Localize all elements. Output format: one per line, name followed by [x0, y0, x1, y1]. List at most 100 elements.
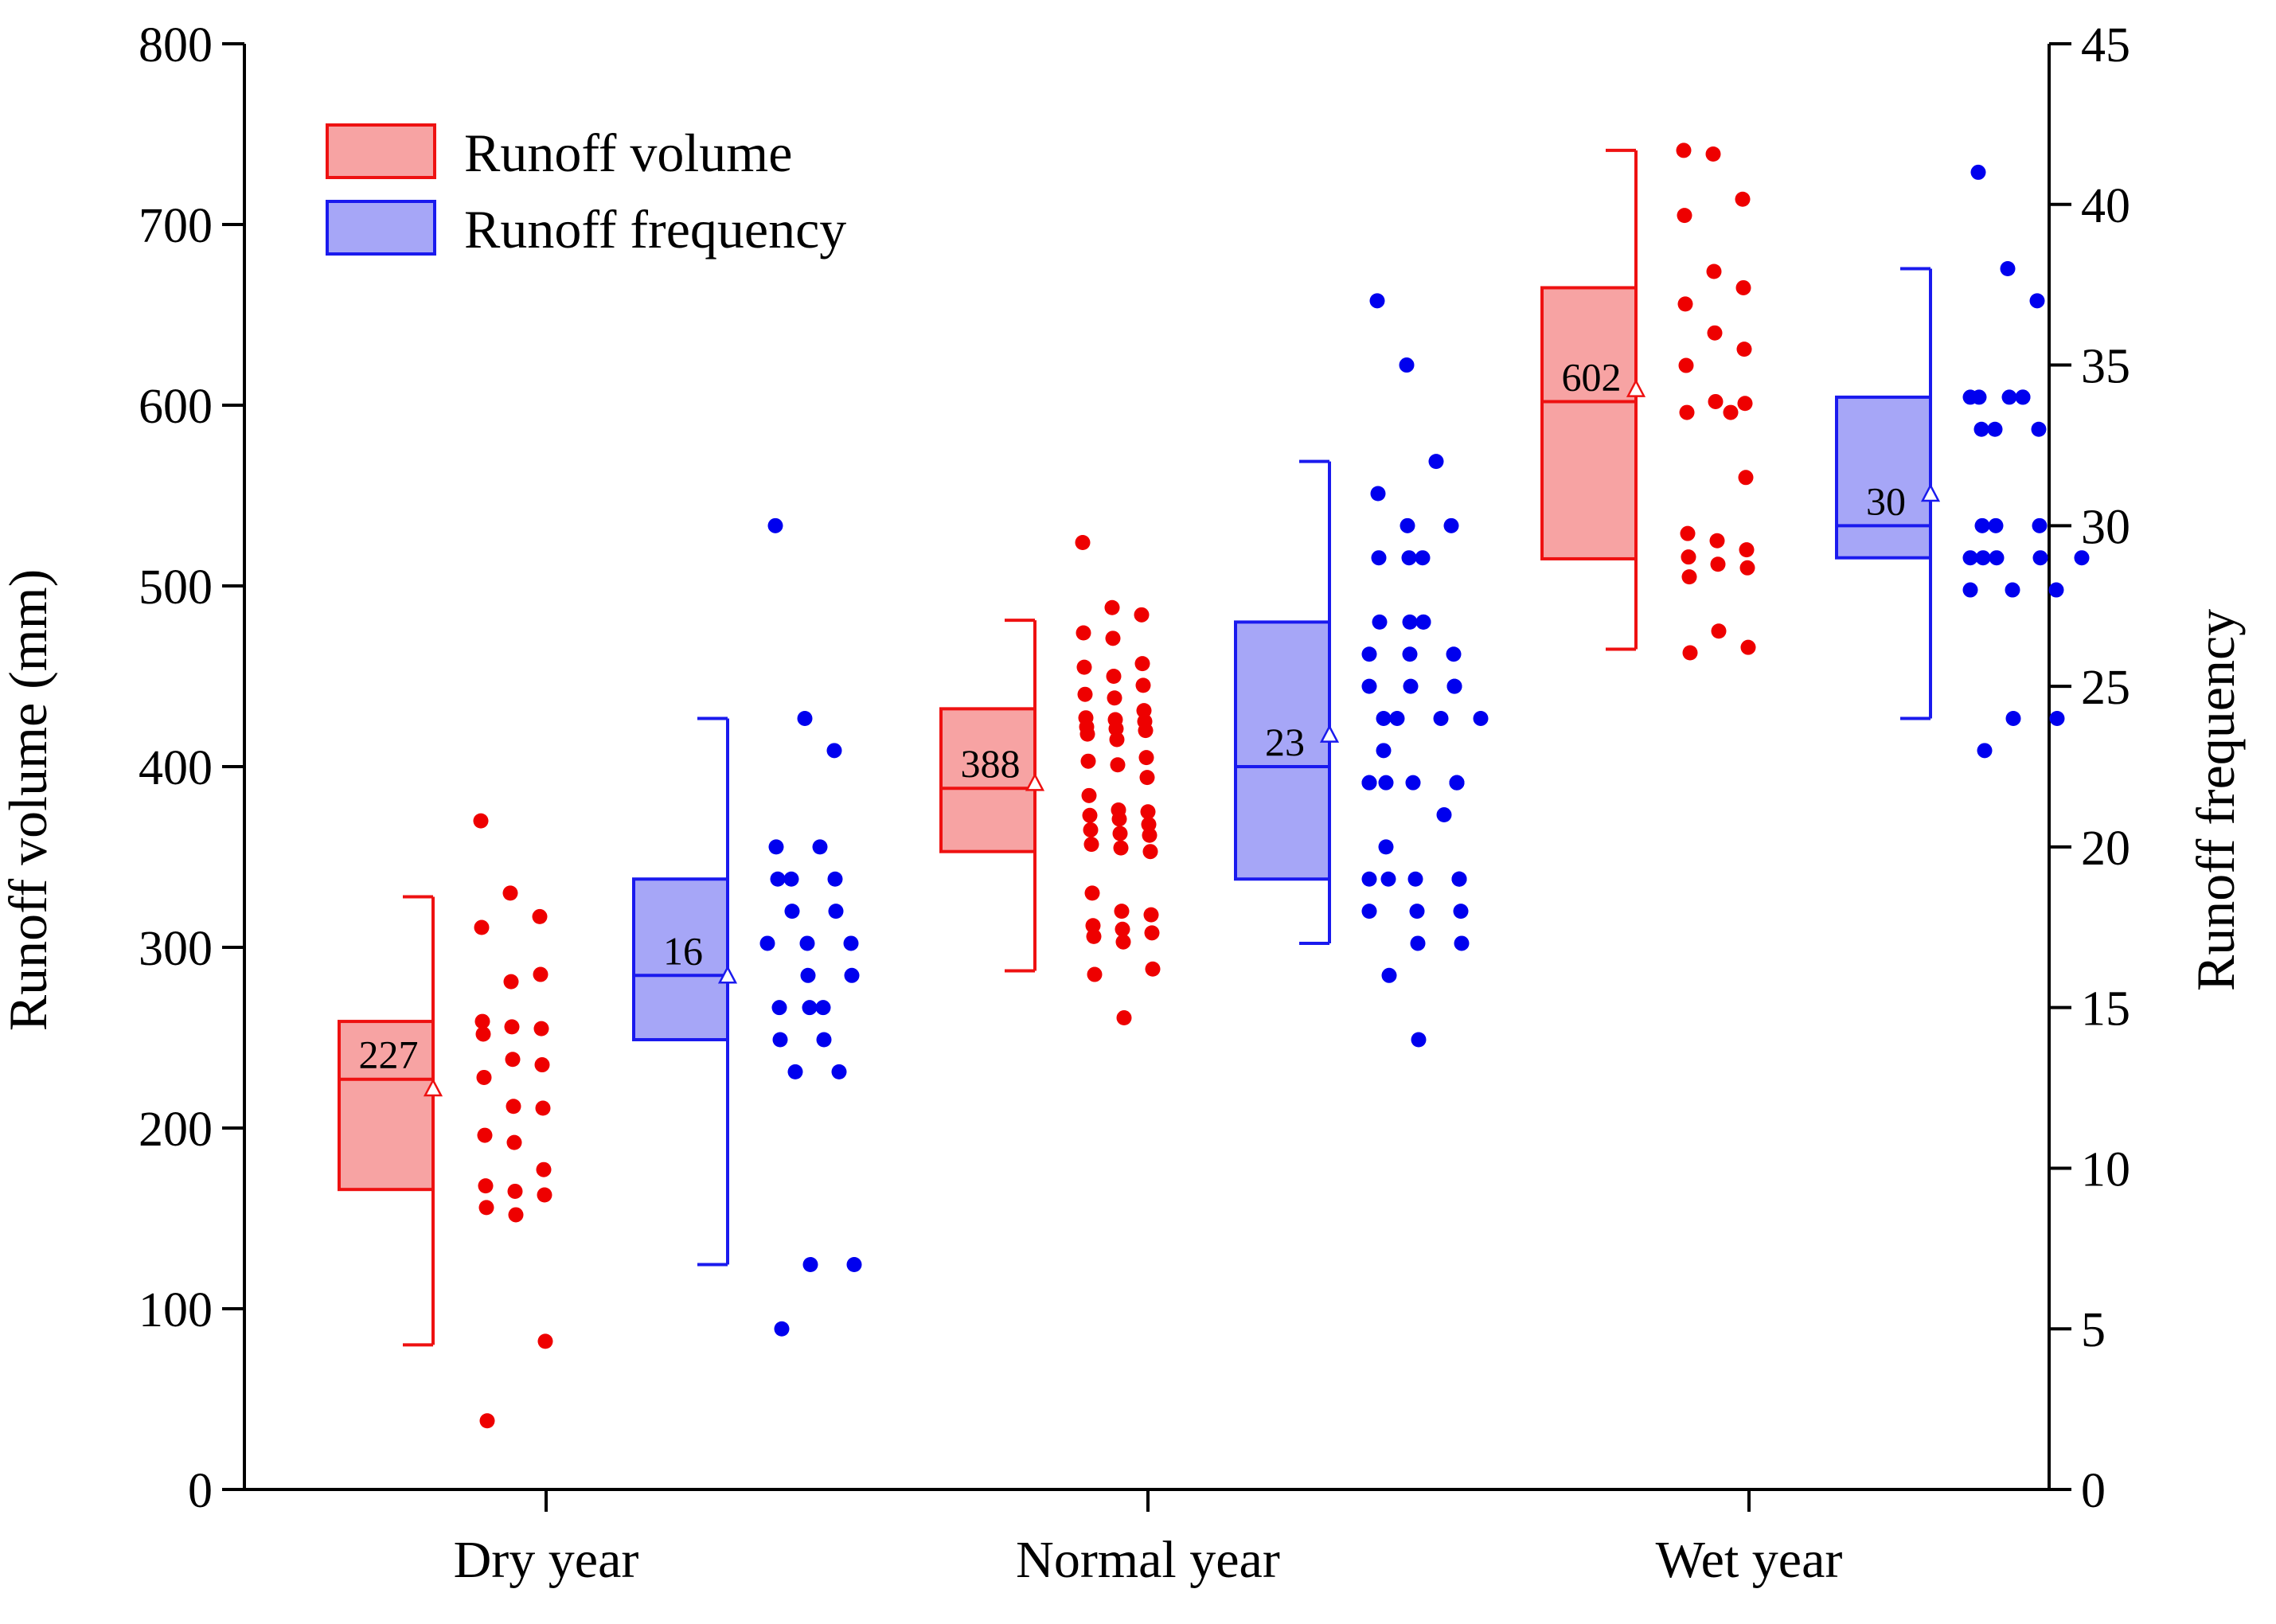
legend-frequency-swatch	[326, 200, 436, 256]
frequency-point	[1369, 293, 1385, 309]
legend: Runoff volume Runoff frequency	[326, 123, 846, 260]
volume-point	[1076, 659, 1092, 675]
volume-point	[1143, 907, 1159, 923]
frequency-iqr-box	[632, 877, 729, 1042]
left-tick-label: 700	[139, 199, 213, 253]
volume-point	[475, 1026, 491, 1042]
volume-point	[1677, 296, 1693, 312]
frequency-point	[2031, 421, 2047, 437]
right-tick-label: 45	[2081, 18, 2130, 72]
left-tick-label: 300	[139, 922, 213, 976]
volume-mean-marker	[423, 1078, 443, 1097]
volume-point	[1085, 918, 1101, 934]
right-axis: 0 5 10 15 20 25 30 35 40 45	[2049, 18, 2130, 1518]
frequency-point	[1410, 935, 1426, 951]
frequency-iqr-box	[1835, 395, 1932, 560]
frequency-point	[802, 1000, 818, 1016]
frequency-point	[1361, 678, 1377, 694]
volume-point	[477, 1127, 493, 1143]
frequency-point	[2005, 582, 2020, 598]
frequency-point	[1370, 486, 1386, 502]
volume-point	[1711, 623, 1727, 639]
volume-point	[1134, 607, 1150, 623]
x-tick-label: Normal year	[1016, 1531, 1280, 1589]
frequency-point	[1436, 807, 1452, 823]
frequency-point	[1988, 517, 2004, 533]
frequency-point	[1361, 904, 1377, 919]
volume-point	[1738, 470, 1754, 486]
volume-point	[1140, 804, 1156, 820]
volume-point	[535, 1100, 551, 1116]
x-tick-label: Dry year	[454, 1531, 639, 1589]
right-tick-label: 10	[2081, 1142, 2130, 1197]
left-tick-label: 0	[188, 1464, 213, 1518]
volume-point	[476, 1069, 492, 1085]
frequency-point	[1409, 904, 1425, 919]
volume-point	[1135, 677, 1151, 693]
frequency-point	[799, 935, 815, 951]
volume-point	[1682, 645, 1698, 661]
box-plots: 227 388 602 16 23 30	[338, 148, 1941, 1347]
volume-iqr-box	[939, 707, 1036, 853]
volume-point	[1086, 928, 1102, 944]
frequency-point	[774, 1321, 790, 1337]
frequency-point	[1378, 775, 1394, 791]
frequency-point	[1407, 871, 1423, 887]
frequency-point	[1415, 614, 1431, 630]
frequency-point	[1411, 1032, 1427, 1048]
frequency-point	[2005, 710, 2021, 726]
frequency-point	[812, 839, 828, 855]
volume-point	[1083, 822, 1099, 837]
scatter-points	[473, 142, 2090, 1429]
volume-point	[537, 1187, 552, 1203]
frequency-point	[771, 1000, 787, 1016]
frequency-point	[1389, 710, 1405, 726]
frequency-median-label: 16	[663, 928, 703, 973]
legend-frequency-label: Runoff frequency	[464, 199, 846, 260]
frequency-point	[2032, 517, 2048, 533]
volume-point	[1723, 404, 1739, 420]
frequency-point	[1973, 421, 1989, 437]
frequency-point	[2032, 550, 2048, 566]
frequency-point	[759, 935, 775, 951]
left-tick-label: 800	[139, 18, 213, 72]
right-tick-label: 40	[2081, 179, 2130, 233]
frequency-point	[1378, 839, 1394, 855]
frequency-point	[1962, 582, 1978, 598]
frequency-point	[783, 871, 799, 887]
volume-point	[1114, 904, 1130, 919]
volume-point	[1707, 325, 1723, 341]
volume-point	[506, 1099, 521, 1115]
volume-point	[1106, 669, 1122, 684]
legend-volume-swatch	[326, 123, 436, 179]
volume-point	[1081, 787, 1097, 803]
frequency-point	[2015, 389, 2031, 405]
frequency-point	[767, 517, 783, 533]
right-axis-label: Runoff frequency	[2185, 609, 2246, 991]
right-tick-label: 25	[2081, 661, 2130, 715]
volume-point	[1115, 921, 1130, 937]
left-axis: 0 100 200 300 400 500 600 700 800	[139, 18, 244, 1518]
frequency-point	[2074, 550, 2090, 566]
frequency-point	[1402, 646, 1418, 662]
frequency-point	[784, 904, 800, 919]
frequency-point	[2049, 710, 2065, 726]
volume-point	[1735, 279, 1751, 295]
volume-point	[533, 966, 549, 982]
plot-frame	[243, 44, 2051, 1491]
frequency-point	[1401, 550, 1417, 566]
frequency-point	[770, 871, 786, 887]
volume-point	[1079, 726, 1095, 742]
volume-box: 602	[1540, 148, 1646, 651]
frequency-point	[1453, 904, 1469, 919]
right-tick-label: 20	[2081, 822, 2130, 876]
volume-point	[1739, 560, 1755, 576]
right-tick-label: 0	[2081, 1464, 2106, 1518]
volume-mean-marker	[1626, 378, 1646, 397]
volume-point	[505, 1052, 521, 1068]
volume-point	[1138, 723, 1154, 739]
frequency-point	[815, 1000, 831, 1016]
frequency-point	[1361, 646, 1377, 662]
frequency-point	[1473, 710, 1489, 726]
